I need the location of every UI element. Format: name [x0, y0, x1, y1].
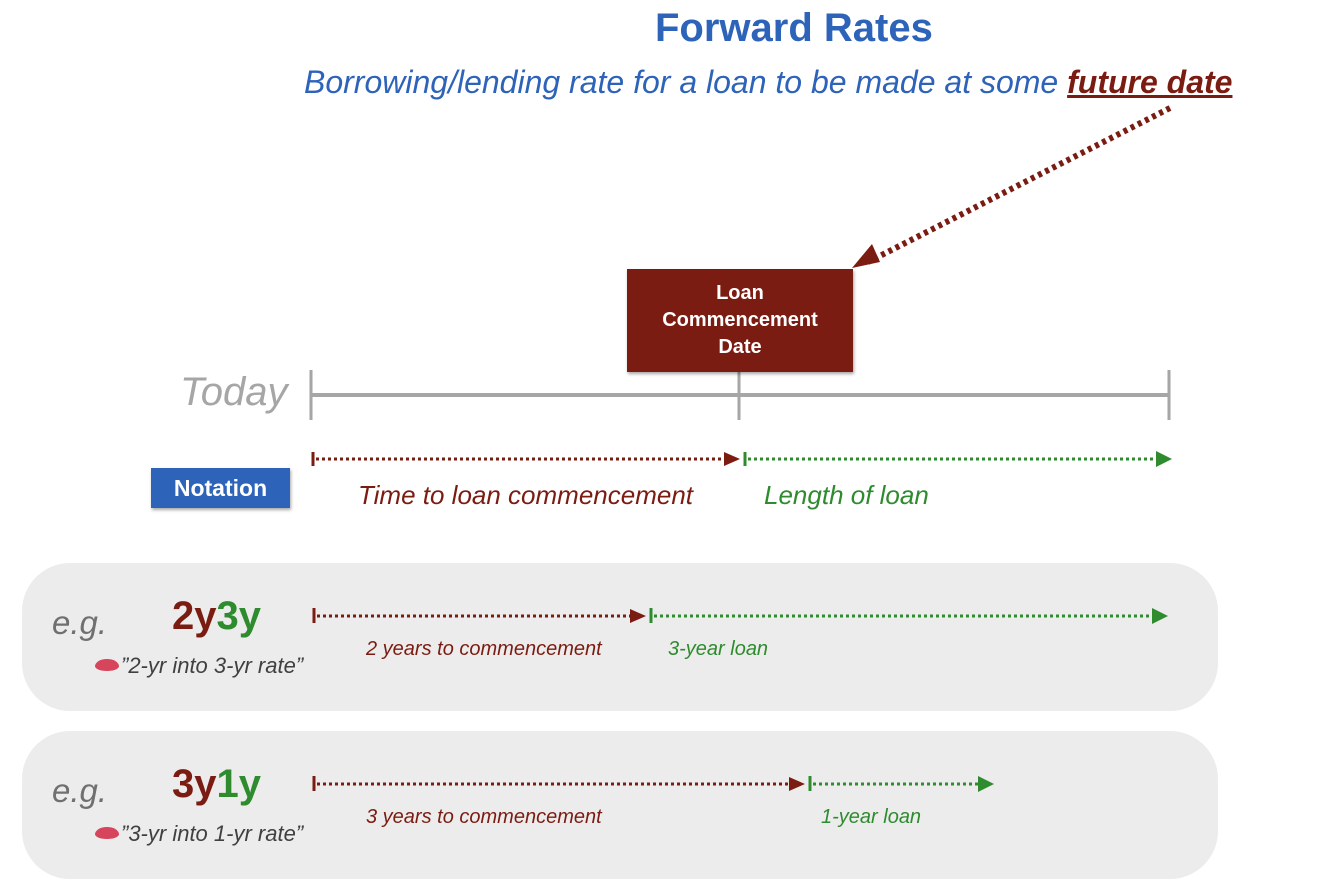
today-label: Today — [180, 370, 288, 414]
commencement-label-2y3y: 2 years to commencement — [366, 638, 602, 660]
ex2-loan-arrowhead — [978, 776, 994, 792]
loan-label-2y3y: 3-year loan — [668, 638, 769, 660]
spoken-2y3y: ”2-yr into 3-yr rate” — [95, 653, 303, 679]
loan-label-3y1y: 1-year loan — [821, 806, 922, 828]
commencement-label-3y1y: 3 years to commencement — [366, 806, 602, 828]
example-code-2y3y: 2y3y — [172, 594, 261, 639]
subtitle-emphasis: future date — [1067, 64, 1233, 100]
notation-loan-arrowhead — [1156, 451, 1172, 467]
code-start: 3y — [172, 762, 217, 806]
lcd-line-3: Date — [718, 336, 762, 358]
lcd-line-1: Loan — [716, 282, 764, 304]
page-title: Forward Rates — [655, 6, 933, 50]
spoken-3y1y: ”3-yr into 1-yr rate” — [95, 821, 303, 847]
lcd-line-2: Commencement — [662, 309, 818, 331]
code-length: 1y — [216, 762, 262, 806]
time-to-commencement-label: Time to loan commencement — [358, 480, 694, 510]
loan-commencement-date-box: Loan Commencement Date — [627, 269, 853, 372]
example-code-3y1y: 3y1y — [172, 762, 261, 807]
example-prefix: e.g. — [52, 604, 108, 641]
notation-badge: Notation — [151, 468, 290, 508]
subtitle: Borrowing/lending rate for a loan to be … — [304, 64, 1232, 101]
example-panel-3y1y — [22, 731, 1218, 879]
subtitle-text: Borrowing/lending rate for a loan to be … — [304, 64, 1068, 100]
length-of-loan-label: Length of loan — [764, 480, 929, 510]
ex1-commencement-arrowhead — [630, 609, 646, 623]
example-prefix: e.g. — [52, 772, 108, 809]
future-date-pointer-head — [852, 244, 880, 268]
ex2-commencement-arrowhead — [789, 777, 805, 791]
lips-icon — [95, 827, 119, 840]
code-start: 2y — [172, 594, 217, 638]
spoken-text: ”3-yr into 1-yr rate” — [121, 821, 304, 846]
spoken-text: ”2-yr into 3-yr rate” — [121, 653, 304, 678]
lips-icon — [95, 659, 119, 672]
code-length: 3y — [216, 594, 262, 638]
ex1-loan-arrowhead — [1152, 608, 1168, 624]
notation-commencement-arrowhead — [724, 452, 740, 466]
future-date-pointer — [866, 105, 1172, 265]
example-panel-2y3y — [22, 563, 1218, 711]
title-area: Forward Rates — [0, 0, 1340, 60]
